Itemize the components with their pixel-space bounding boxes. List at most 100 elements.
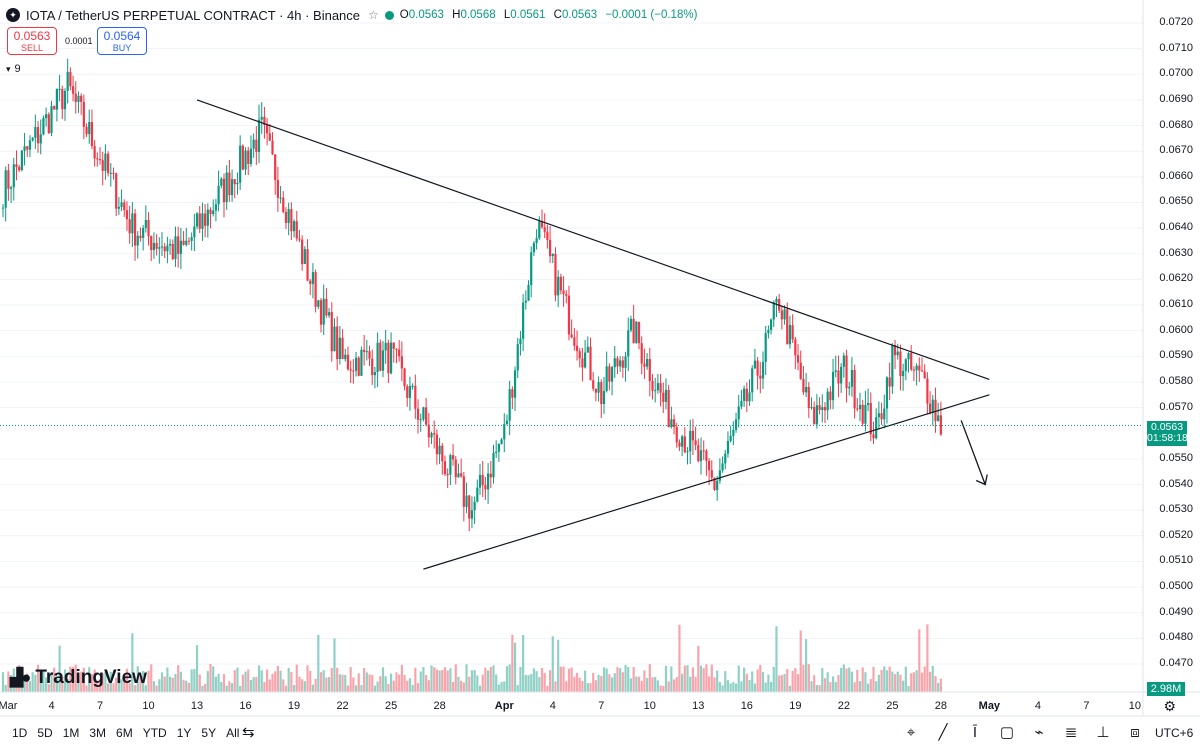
resistance-trendline[interactable] — [196, 99, 990, 380]
candle-body — [298, 238, 301, 240]
text-cursor-icon[interactable]: Ī — [972, 723, 978, 741]
volume-bar — [454, 664, 457, 692]
down-arrow-annotation[interactable] — [960, 420, 986, 485]
candle-body — [589, 346, 592, 381]
candle-body — [96, 158, 99, 160]
price-tick-label: 0.0520 — [1159, 528, 1193, 541]
support-trendline[interactable] — [423, 394, 990, 570]
volume-bar — [457, 676, 460, 692]
candle-body — [904, 359, 907, 371]
tradingview-logo[interactable]: ▟● TradingView — [10, 667, 147, 688]
candle-body — [578, 351, 581, 359]
settings-gear-icon[interactable]: ⚙ — [1163, 698, 1176, 714]
volume-bar — [912, 672, 916, 692]
volume-bar — [451, 681, 455, 692]
candle-body — [621, 360, 624, 368]
volume-bar — [823, 678, 827, 692]
volume-bar — [333, 638, 336, 692]
candle-body — [656, 383, 659, 391]
timeframe-6m[interactable]: 6M — [116, 726, 133, 740]
volume-bar — [247, 669, 250, 692]
candle-body — [195, 213, 199, 227]
price-tick-label: 0.0610 — [1159, 298, 1193, 311]
candle-body — [775, 299, 778, 303]
candle-body — [319, 300, 323, 325]
symbol-title[interactable]: IOTA / TetherUS PERPETUAL CONTRACT · 4h … — [26, 7, 361, 23]
timeframe-1m[interactable]: 1M — [62, 726, 80, 740]
long-position-icon[interactable]: ⊥ — [1096, 724, 1110, 741]
volume-bar — [505, 666, 509, 692]
cursor-icon[interactable]: ⌖ — [906, 723, 916, 741]
timezone-label[interactable]: UTC+6 — [1155, 726, 1194, 740]
candle-body — [160, 246, 164, 248]
favorite-star-icon[interactable]: ☆ — [368, 8, 379, 22]
volume-bar — [694, 676, 697, 692]
timeframe-ytd[interactable]: YTD — [142, 726, 167, 740]
fib-icon[interactable]: ≣ — [1064, 724, 1078, 741]
candle-body — [282, 197, 285, 213]
volume-bar — [379, 676, 382, 692]
change-value: −0.0001 (−0.18%) — [605, 9, 698, 21]
buy-button[interactable]: 0.0564 BUY — [97, 27, 147, 55]
volume-bar — [740, 681, 743, 692]
candle-body — [112, 172, 115, 174]
volume-bar — [805, 639, 808, 692]
candle-body — [271, 140, 274, 155]
candle-body — [842, 355, 845, 367]
path-icon[interactable]: ⌁ — [1034, 724, 1044, 741]
candle-body — [63, 90, 67, 110]
candle-body — [659, 383, 662, 393]
date-range-icon[interactable]: ⇆ — [242, 724, 255, 741]
candle-body — [69, 71, 72, 87]
indicators-toggle[interactable]: ▾ 9 — [6, 63, 21, 75]
timeframe-1d[interactable]: 1D — [12, 726, 28, 740]
volume-bar — [341, 674, 344, 692]
candle-body — [465, 495, 468, 507]
candle-body — [349, 369, 352, 371]
candle-body — [433, 433, 436, 435]
volume-bar — [796, 674, 800, 692]
measure-icon[interactable]: ⧈ — [1130, 723, 1140, 741]
timeframe-5y[interactable]: 5Y — [201, 726, 217, 740]
candle-body — [877, 413, 880, 418]
candle-body — [594, 388, 597, 393]
timeframe-3m[interactable]: 3M — [89, 726, 107, 740]
sell-button[interactable]: 0.0563 SELL — [7, 27, 57, 55]
timeframe-5d[interactable]: 5D — [37, 726, 53, 740]
volume-bar — [476, 675, 479, 692]
candle-body — [826, 391, 829, 411]
candle-body — [193, 226, 196, 238]
candle-body — [233, 179, 236, 185]
volume-bar — [772, 667, 775, 692]
volume-bar — [23, 679, 26, 692]
candle-body — [600, 382, 603, 404]
candle-body — [468, 495, 471, 519]
candle-body — [928, 403, 932, 413]
candle-body — [12, 164, 15, 188]
volume-bar — [136, 666, 139, 692]
volume-bar — [93, 669, 96, 692]
volume-bar — [713, 677, 716, 692]
candle-body — [734, 419, 738, 430]
volume-bar — [799, 630, 802, 692]
candle-body — [239, 145, 242, 183]
volume-bar — [904, 666, 907, 692]
volume-bar — [212, 666, 215, 692]
candle-body — [751, 368, 754, 393]
volume-bar — [548, 670, 552, 692]
trend-line-icon[interactable]: ╱ — [938, 724, 948, 741]
candle-body — [554, 253, 557, 296]
volume-bar — [602, 667, 606, 692]
volume-bar — [880, 669, 883, 692]
candle-body — [252, 139, 255, 149]
candle-body — [584, 352, 587, 368]
timeframe-1y[interactable]: 1Y — [176, 726, 192, 740]
timeframe-all[interactable]: All — [226, 726, 240, 740]
volume-bar — [920, 672, 924, 692]
candle-body — [807, 386, 810, 409]
candle-body — [883, 408, 886, 420]
volume-bar — [826, 672, 829, 692]
volume-bar — [834, 681, 837, 692]
rectangle-icon[interactable]: ▢ — [999, 724, 1015, 741]
